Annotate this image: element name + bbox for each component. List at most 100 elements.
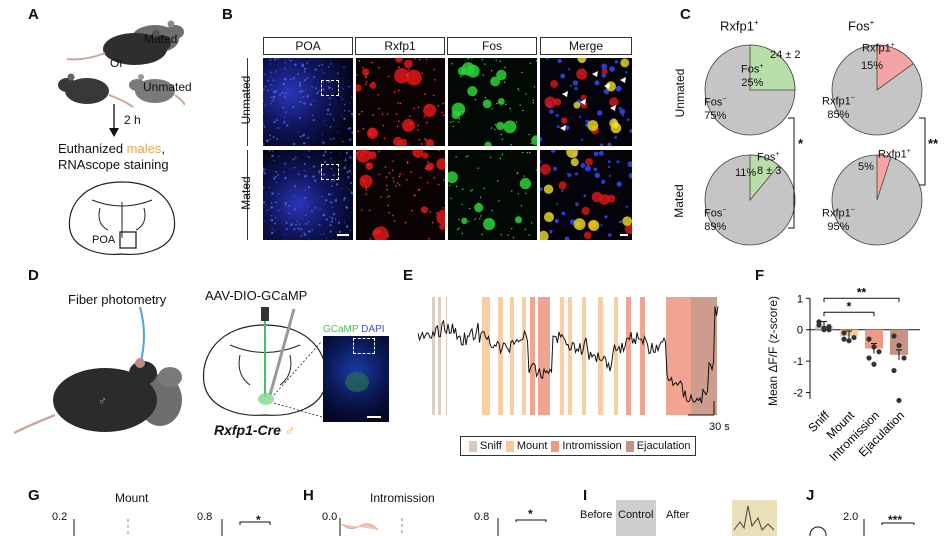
panel-label-e: E: [403, 267, 414, 284]
males-highlight: males: [126, 141, 162, 156]
pie-positive-slice: [749, 154, 780, 202]
legend-mount: Mount: [516, 440, 548, 452]
j-tick: 2.0: [843, 511, 859, 523]
duration-label: 2 h: [124, 113, 141, 127]
pie0-count: 24 ± 2: [770, 49, 801, 61]
data-point: [896, 342, 902, 349]
data-point: [826, 327, 832, 333]
mean-dff-bar-chart: 10-1-2SniffMountIntromissionEjaculation*…: [793, 285, 920, 464]
pie-positive-slice: [749, 44, 796, 91]
fiber-optic-cable: [139, 306, 145, 366]
data-point: [841, 330, 847, 336]
behavior-legend: Sniff Mount Intromission Ejaculation: [460, 436, 696, 456]
pie2-neg-label: Fos− 89%: [704, 207, 727, 233]
pie2-pos-pct: 11%: [735, 167, 757, 179]
micrograph-mated-fos: [448, 150, 537, 240]
brain-section-diagram: [68, 181, 176, 255]
data-point: [866, 336, 872, 342]
data-point: [876, 349, 882, 355]
pie1-neg-label: Rxfp1− 85%: [822, 95, 855, 121]
pie-row-label-mated: Mated: [672, 184, 686, 218]
pie1-pos-label: Rxfp1+: [862, 42, 895, 55]
poa-box: [119, 231, 137, 249]
brain-injection-diagram: [202, 307, 328, 418]
pie3-neg-label: Rxfp1− 95%: [822, 207, 855, 233]
legend-swatch-mount: [505, 440, 514, 452]
panel-label-i: I: [583, 487, 588, 504]
panel-label-g: G: [28, 487, 40, 504]
pie-mated-rxfp1: [704, 154, 796, 246]
h-tick-a: 0.0: [322, 511, 338, 523]
y-tick-label: -2: [793, 388, 803, 400]
photometry-trace-chart: [418, 297, 719, 416]
genotype-label: Rxfp1-Cre ♂: [214, 422, 296, 438]
header-poa: POA: [263, 37, 353, 55]
y-tick-label: 0: [797, 325, 803, 337]
significance-bracket: [823, 297, 900, 303]
data-point: [846, 338, 852, 344]
mating-mice-illustration: ♂: [13, 306, 182, 435]
mouse-group-illustration: [58, 20, 185, 108]
g-sig: *: [256, 513, 261, 527]
mated-label: Mated: [144, 32, 178, 46]
i-thumbnail: [732, 500, 777, 536]
g-tick-a: 0.2: [52, 511, 68, 523]
micrograph-unmated-poa: [263, 58, 353, 146]
col-title-fos: Fos+: [848, 18, 875, 34]
unmated-male-icon: [58, 73, 134, 108]
step-line-1: Euthanized males,: [58, 141, 165, 156]
pie3-pos-label: Rxfp1+: [878, 148, 911, 161]
legend-swatch-sniff: [469, 440, 477, 452]
h-title: Intromission: [370, 491, 435, 505]
mated-mice-icon: [66, 20, 184, 65]
legend-sniff: Sniff: [480, 440, 502, 452]
h-tick-b: 0.8: [474, 511, 490, 523]
sig-bracket-right: [919, 117, 926, 186]
row-label-mated: Mated: [239, 176, 253, 210]
g-tick-b: 0.8: [197, 511, 213, 523]
header-merge: Merge: [540, 37, 632, 55]
header-rxfp1: Rxfp1: [355, 37, 445, 55]
i-before: Before: [580, 509, 613, 521]
behavior-event-bands: [432, 297, 717, 415]
sig-star-left: *: [798, 136, 804, 151]
sig-star-right: **: [928, 136, 939, 151]
pie0-neg-label: Fos− 75%: [704, 96, 727, 122]
significance-label: *: [847, 299, 852, 313]
unmated-label: Unmated: [143, 80, 192, 94]
panel-label-b: B: [222, 6, 233, 23]
y-tick-label: -1: [793, 356, 803, 368]
panel-label-f: F: [755, 267, 765, 284]
fiber-photometry-label: Fiber photometry: [68, 292, 167, 307]
unmated-female-icon: [129, 74, 185, 106]
micrograph-unmated-fos: [448, 58, 537, 146]
panel-label-c: C: [680, 6, 691, 23]
legend-ejaculation: Ejaculation: [636, 440, 691, 452]
time-scale-label: 30 s: [709, 421, 730, 433]
pie-unmated-fos: [831, 44, 923, 136]
pie2-pos-label: Fos+ 8 ± 3: [757, 151, 782, 177]
micrograph-unmated-rxfp1: [356, 58, 445, 146]
panel-label-a: A: [28, 6, 39, 23]
pie-positive-slice: [876, 154, 892, 201]
significance-bracket: [823, 311, 875, 317]
i-after: After: [666, 509, 690, 521]
or-label: Or: [110, 56, 124, 70]
bar-intromission: [865, 329, 883, 349]
pie-mated-fos: [831, 154, 923, 246]
virus-label: AAV-DIO-GCaMP: [205, 288, 308, 303]
data-point: [851, 334, 857, 341]
pie-charts: [704, 44, 926, 246]
pie-unmated-rxfp1: [704, 44, 796, 136]
y-tick-label: 1: [797, 293, 803, 305]
step-line-2: RNAscope staining: [58, 157, 169, 172]
f-ylabel: Mean ΔF/F (z-score): [766, 295, 780, 407]
h-sig: *: [528, 507, 533, 521]
data-point: [871, 361, 877, 367]
pie3-pos-pct: 5%: [858, 161, 874, 173]
control-shade: [616, 500, 656, 536]
micrograph-unmated-merge: [540, 58, 632, 146]
sig-bracket-left: [788, 117, 795, 229]
micrograph-mated-merge: [540, 150, 632, 240]
pie1-pos-pct: 15%: [861, 60, 884, 72]
